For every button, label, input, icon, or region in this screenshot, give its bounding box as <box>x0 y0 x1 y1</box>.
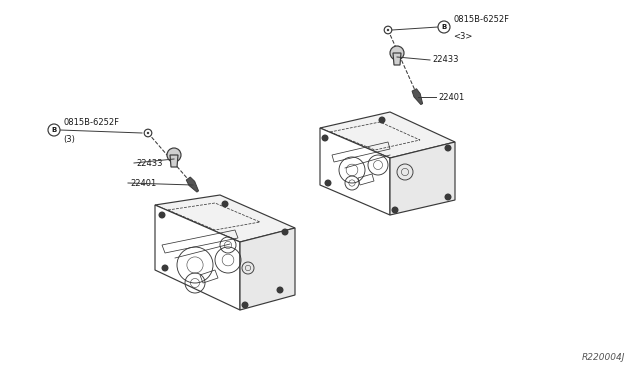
Polygon shape <box>412 89 422 105</box>
Polygon shape <box>170 155 178 167</box>
Polygon shape <box>390 142 455 215</box>
Circle shape <box>48 124 60 136</box>
Polygon shape <box>393 53 401 65</box>
Text: R220004J: R220004J <box>582 353 625 362</box>
Text: 22401: 22401 <box>130 179 156 187</box>
Circle shape <box>167 148 181 162</box>
Polygon shape <box>186 177 198 192</box>
Text: 22401: 22401 <box>438 93 464 102</box>
Circle shape <box>147 132 149 134</box>
Text: <3>: <3> <box>453 32 472 41</box>
Circle shape <box>282 229 288 235</box>
Circle shape <box>325 180 331 186</box>
Circle shape <box>159 212 165 218</box>
Polygon shape <box>320 112 455 158</box>
Circle shape <box>390 46 404 60</box>
Text: 0815B-6252F: 0815B-6252F <box>63 118 119 127</box>
Circle shape <box>445 145 451 151</box>
Circle shape <box>322 135 328 141</box>
Circle shape <box>379 117 385 123</box>
Polygon shape <box>155 195 295 242</box>
Circle shape <box>277 287 283 293</box>
Circle shape <box>384 26 392 34</box>
Circle shape <box>438 21 450 33</box>
Polygon shape <box>155 205 240 310</box>
Circle shape <box>222 201 228 207</box>
Circle shape <box>242 302 248 308</box>
Text: 22433: 22433 <box>136 158 163 167</box>
Text: B: B <box>442 24 447 30</box>
Circle shape <box>445 194 451 200</box>
Circle shape <box>162 265 168 271</box>
Polygon shape <box>320 128 390 215</box>
Text: 0815B-6252F: 0815B-6252F <box>453 15 509 24</box>
Polygon shape <box>240 228 295 310</box>
Text: 22433: 22433 <box>432 55 458 64</box>
Text: (3): (3) <box>63 135 75 144</box>
Circle shape <box>392 207 398 213</box>
Circle shape <box>387 29 389 31</box>
Circle shape <box>144 129 152 137</box>
Text: B: B <box>51 127 56 133</box>
